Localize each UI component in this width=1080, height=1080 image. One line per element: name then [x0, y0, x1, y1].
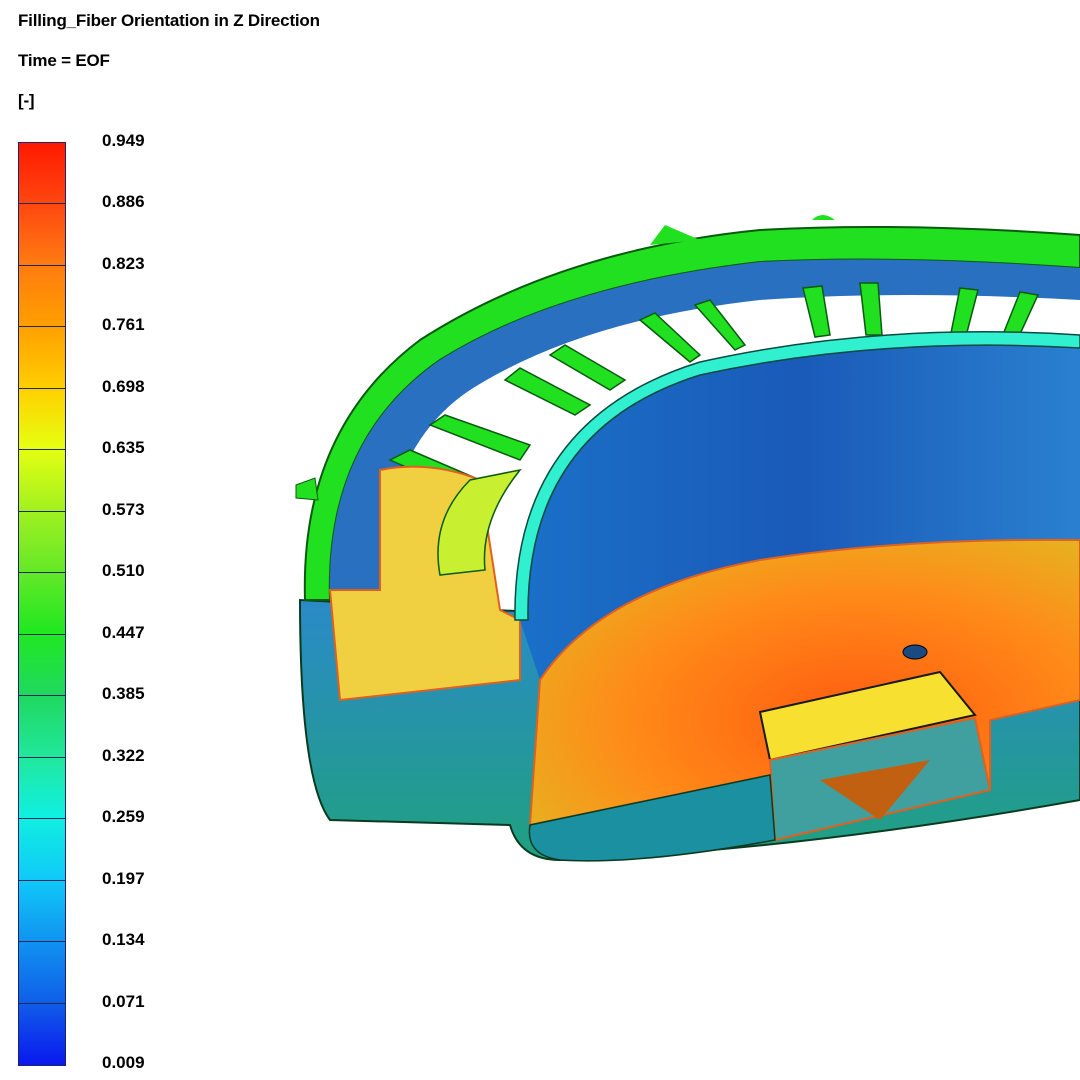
- legend-label: 0.385: [102, 684, 145, 704]
- ribs: [388, 282, 1040, 496]
- legend-label: 0.134: [102, 930, 145, 950]
- hotspot: [820, 760, 930, 820]
- floor-pocket: [758, 670, 977, 762]
- legend-tick: [18, 941, 65, 943]
- legend-label: 0.322: [102, 745, 145, 765]
- legend-label: 0.823: [102, 253, 145, 273]
- legend-label: 0.698: [102, 376, 145, 396]
- legend-tick: [18, 1002, 65, 1004]
- inner-cylinder-wall: [520, 340, 1080, 680]
- legend-label: 0.259: [102, 807, 145, 827]
- legend-tick: [18, 818, 65, 820]
- legend-label: 0.573: [102, 499, 145, 519]
- legend-tick: [18, 756, 65, 758]
- side-tab: [295, 477, 319, 501]
- outer-inner-face: [329, 259, 1080, 600]
- legend-label: 0.635: [102, 438, 145, 458]
- legend-tick: [18, 572, 65, 574]
- time-label: Time = EOF: [18, 51, 110, 70]
- tab: [812, 215, 835, 220]
- legend-tick: [18, 387, 65, 389]
- arc-rib: [437, 468, 522, 576]
- result-title: Filling_Fiber Orientation in Z Direction: [18, 11, 320, 30]
- color-legend-bar: [18, 142, 66, 1066]
- legend-label: 0.071: [102, 991, 145, 1011]
- floor-hole: [902, 644, 928, 660]
- legend-tick: [18, 449, 65, 451]
- legend-tick: [18, 879, 65, 881]
- tab: [650, 225, 700, 245]
- legend-tick: [18, 203, 65, 205]
- legend-tick: [18, 264, 65, 266]
- legend-tick: [18, 510, 65, 512]
- legend-label: 0.886: [102, 192, 145, 212]
- unit-label: [-]: [18, 91, 35, 110]
- legend-label: 0.510: [102, 561, 145, 581]
- legend-label: 0.949: [102, 131, 145, 150]
- legend-tick: [18, 695, 65, 697]
- legend-label: 0.447: [102, 622, 145, 642]
- legend-tick: [18, 633, 65, 635]
- legend-tick: [18, 326, 65, 328]
- legend-label: 0.197: [102, 868, 145, 888]
- outer-base: [528, 774, 776, 862]
- inner-cylinder-rim: [514, 331, 1080, 621]
- legend-label: 0.009: [102, 1053, 145, 1072]
- legend-label: 0.761: [102, 315, 145, 335]
